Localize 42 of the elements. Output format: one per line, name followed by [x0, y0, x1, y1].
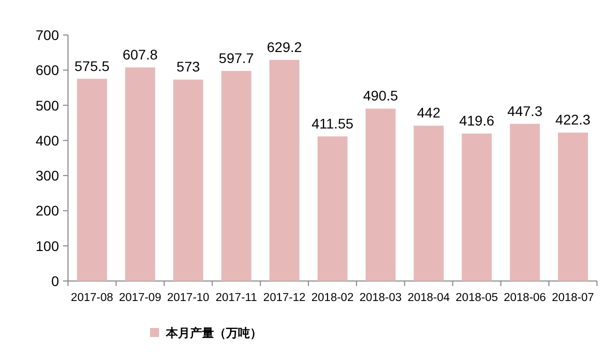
x-tick-label: 2018-06: [504, 292, 546, 304]
x-tick-label: 2018-07: [552, 292, 594, 304]
x-tick-label: 2018-02: [311, 292, 354, 304]
y-tick-label: 600: [36, 62, 60, 78]
y-tick-label: 100: [36, 238, 60, 254]
bar: [221, 70, 252, 281]
bar: [318, 136, 348, 281]
legend-label: 本月产量（万吨）: [165, 326, 262, 340]
y-tick-label: 500: [36, 97, 60, 114]
data-label: 629.2: [266, 38, 302, 55]
bar: [269, 60, 300, 281]
bar: [462, 134, 492, 281]
bar: [125, 67, 156, 281]
data-label: 447.3: [507, 102, 543, 119]
data-label: 597.7: [218, 50, 254, 66]
x-tick-label: 2018-05: [456, 292, 498, 304]
bar: [558, 132, 588, 281]
data-label: 411.55: [312, 115, 354, 132]
x-tick-label: 2017-08: [70, 292, 114, 304]
x-tick-label: 2018-03: [359, 292, 402, 304]
x-tick-label: 2018-04: [408, 292, 450, 304]
bar: [366, 108, 396, 281]
data-label: 442: [417, 104, 441, 121]
x-tick-label: 2017-12: [263, 292, 306, 304]
y-tick-label: 700: [36, 27, 60, 43]
data-label: 419.6: [459, 112, 494, 129]
data-label: 575.5: [74, 58, 110, 74]
y-tick-label: 0: [51, 273, 60, 289]
bar: [510, 124, 540, 281]
x-tick-label: 2017-09: [119, 292, 162, 304]
y-tick-label: 300: [36, 168, 60, 184]
data-label: 490.5: [363, 88, 398, 104]
bar: [414, 126, 444, 281]
y-tick-label: 400: [36, 132, 60, 148]
data-label: 607.8: [122, 46, 158, 62]
data-label: 422.3: [555, 112, 591, 128]
x-tick-label: 2017-10: [167, 292, 210, 304]
x-tick-label: 2017-11: [216, 292, 257, 304]
bar: [77, 78, 108, 281]
y-tick-label: 200: [36, 202, 60, 219]
data-label: 573: [176, 58, 200, 75]
bar: [173, 80, 204, 281]
